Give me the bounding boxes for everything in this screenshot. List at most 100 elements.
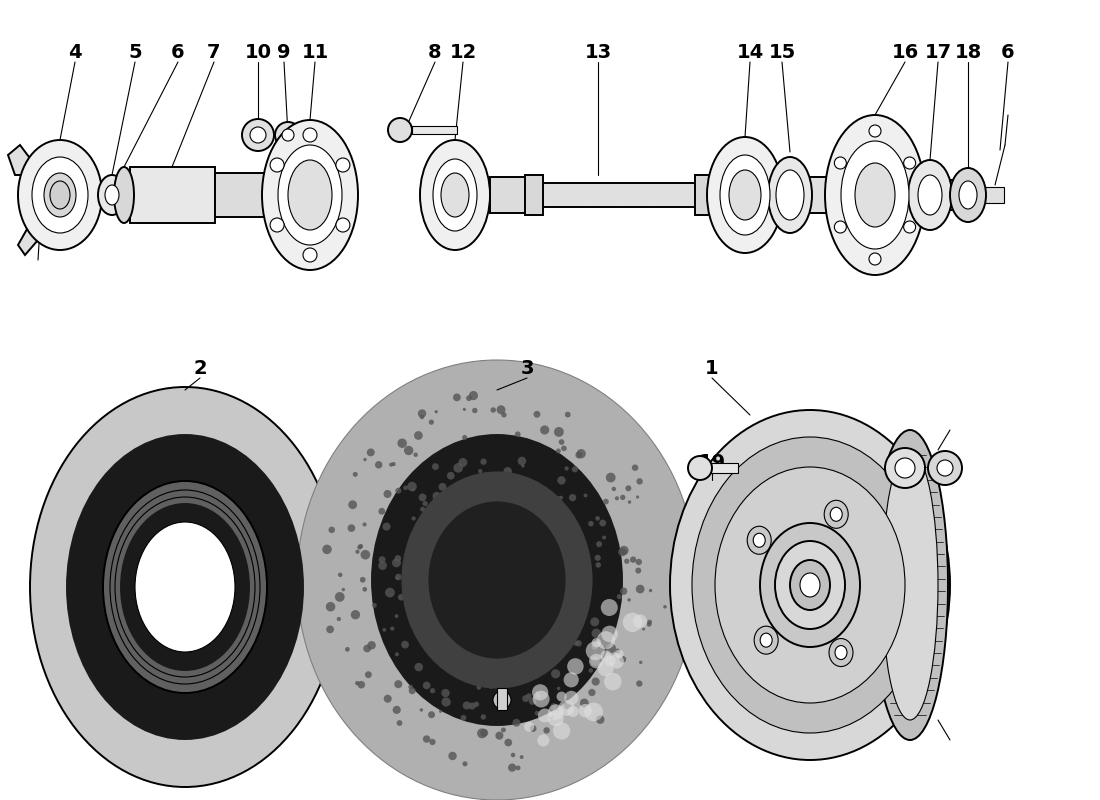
- Circle shape: [384, 694, 392, 702]
- Circle shape: [628, 500, 631, 504]
- Ellipse shape: [768, 157, 812, 233]
- Circle shape: [535, 710, 539, 715]
- Circle shape: [495, 732, 504, 740]
- Text: 15: 15: [769, 42, 795, 62]
- Circle shape: [572, 466, 578, 472]
- Ellipse shape: [336, 218, 350, 232]
- Circle shape: [362, 587, 367, 592]
- Ellipse shape: [104, 185, 119, 205]
- Text: 12: 12: [450, 42, 476, 62]
- Circle shape: [243, 650, 248, 655]
- Circle shape: [569, 494, 576, 502]
- Circle shape: [606, 473, 616, 482]
- Text: 9: 9: [277, 42, 290, 62]
- Circle shape: [411, 488, 415, 491]
- Ellipse shape: [869, 125, 881, 137]
- Ellipse shape: [67, 435, 302, 739]
- Circle shape: [478, 469, 483, 474]
- Ellipse shape: [959, 181, 977, 209]
- Circle shape: [415, 663, 424, 671]
- Circle shape: [414, 431, 422, 440]
- Circle shape: [588, 668, 593, 673]
- Circle shape: [327, 626, 334, 634]
- Circle shape: [568, 658, 584, 674]
- Circle shape: [89, 574, 92, 578]
- Text: 8: 8: [428, 42, 442, 62]
- Circle shape: [395, 652, 399, 656]
- Circle shape: [363, 645, 371, 652]
- Circle shape: [516, 766, 520, 770]
- Circle shape: [513, 719, 520, 726]
- Circle shape: [604, 655, 616, 666]
- Circle shape: [558, 476, 565, 485]
- Circle shape: [97, 569, 100, 572]
- Circle shape: [532, 690, 550, 707]
- Ellipse shape: [754, 534, 766, 547]
- Ellipse shape: [493, 691, 512, 709]
- Circle shape: [422, 501, 428, 506]
- Circle shape: [334, 592, 344, 602]
- Circle shape: [223, 686, 228, 691]
- Circle shape: [447, 472, 454, 479]
- Circle shape: [206, 672, 211, 677]
- Ellipse shape: [242, 119, 274, 151]
- Ellipse shape: [760, 523, 860, 647]
- Circle shape: [108, 694, 117, 702]
- Circle shape: [124, 523, 128, 526]
- Circle shape: [419, 494, 427, 502]
- Ellipse shape: [429, 502, 565, 658]
- Ellipse shape: [937, 460, 953, 476]
- Circle shape: [634, 614, 647, 628]
- Circle shape: [449, 752, 456, 760]
- Circle shape: [441, 698, 451, 706]
- Text: 7: 7: [207, 42, 221, 62]
- Circle shape: [100, 679, 103, 683]
- Circle shape: [620, 549, 627, 555]
- Circle shape: [434, 410, 438, 414]
- Text: 11: 11: [301, 42, 329, 62]
- Circle shape: [120, 651, 128, 658]
- Circle shape: [95, 502, 98, 506]
- Circle shape: [602, 626, 618, 642]
- Circle shape: [540, 426, 549, 434]
- Circle shape: [420, 506, 425, 512]
- Circle shape: [556, 449, 561, 454]
- Circle shape: [282, 634, 287, 640]
- Circle shape: [284, 530, 292, 538]
- Circle shape: [359, 544, 363, 549]
- Circle shape: [135, 702, 142, 709]
- Circle shape: [122, 690, 130, 698]
- Ellipse shape: [903, 157, 915, 169]
- Circle shape: [584, 494, 587, 498]
- Circle shape: [393, 706, 400, 714]
- Circle shape: [556, 496, 561, 502]
- Circle shape: [254, 674, 262, 680]
- Circle shape: [172, 700, 175, 703]
- Ellipse shape: [842, 141, 909, 249]
- Circle shape: [232, 499, 236, 504]
- Circle shape: [256, 653, 262, 658]
- Circle shape: [481, 458, 486, 465]
- Circle shape: [538, 709, 552, 722]
- Circle shape: [124, 509, 128, 512]
- Circle shape: [135, 466, 140, 470]
- Circle shape: [524, 722, 535, 732]
- Circle shape: [591, 656, 600, 666]
- Ellipse shape: [50, 181, 70, 209]
- Circle shape: [392, 558, 402, 567]
- Circle shape: [378, 508, 385, 514]
- Circle shape: [481, 729, 488, 737]
- Ellipse shape: [433, 159, 477, 231]
- Ellipse shape: [895, 458, 915, 478]
- Circle shape: [182, 703, 186, 708]
- Circle shape: [472, 408, 477, 414]
- Circle shape: [226, 492, 229, 495]
- Ellipse shape: [288, 160, 332, 230]
- Circle shape: [97, 578, 100, 582]
- Circle shape: [271, 640, 274, 643]
- Circle shape: [361, 550, 371, 559]
- Ellipse shape: [835, 646, 847, 659]
- Circle shape: [414, 453, 418, 457]
- Circle shape: [620, 587, 627, 595]
- Circle shape: [227, 671, 232, 677]
